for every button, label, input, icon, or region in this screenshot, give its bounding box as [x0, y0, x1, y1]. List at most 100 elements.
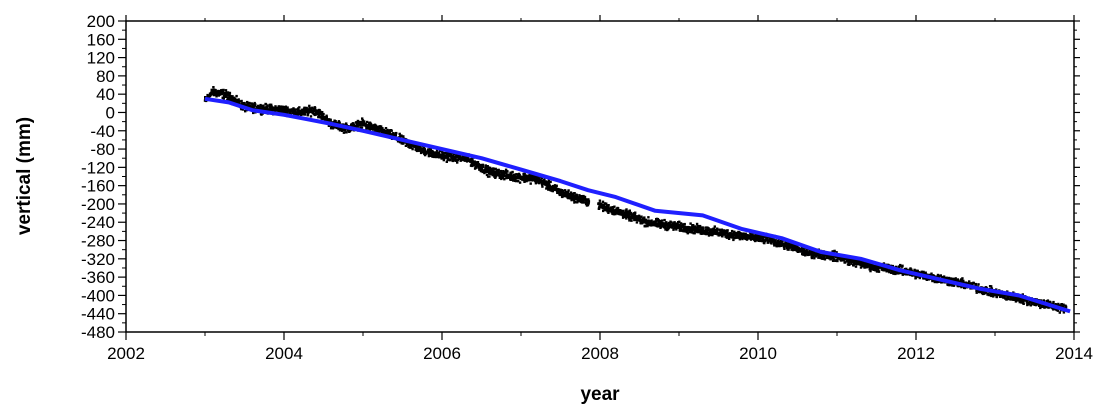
data-point — [434, 155, 438, 159]
data-point — [479, 163, 482, 167]
data-point — [1062, 311, 1066, 314]
data-point — [731, 233, 735, 237]
data-point — [903, 267, 907, 271]
data-point — [894, 265, 898, 269]
data-point — [677, 225, 681, 228]
data-point — [485, 167, 488, 171]
data-point — [284, 105, 288, 108]
data-point — [613, 209, 616, 212]
data-point — [506, 170, 509, 173]
data-point — [977, 283, 980, 286]
data-point — [695, 227, 698, 230]
data-point — [754, 239, 757, 243]
data-point — [990, 287, 994, 290]
data-point — [571, 198, 574, 201]
data-point — [262, 104, 265, 107]
data-point — [772, 238, 775, 241]
data-point — [391, 133, 394, 136]
data-point — [848, 263, 851, 266]
data-point — [991, 292, 994, 296]
data-point — [510, 171, 513, 175]
data-point — [523, 172, 526, 176]
x-tick-label: 2006 — [423, 344, 461, 363]
data-point — [1039, 304, 1042, 307]
data-point — [668, 221, 671, 225]
data-point — [918, 276, 921, 280]
data-point — [471, 164, 474, 168]
data-point — [1057, 302, 1060, 306]
data-point — [332, 126, 335, 129]
data-point — [424, 153, 427, 157]
data-point — [627, 213, 630, 217]
data-point — [499, 170, 503, 173]
data-point — [587, 202, 590, 205]
data-point — [624, 213, 628, 217]
data-point — [611, 206, 615, 209]
data-point — [678, 220, 681, 223]
data-point — [914, 276, 918, 279]
data-point — [633, 218, 636, 222]
data-point — [909, 273, 912, 277]
data-point — [222, 90, 225, 94]
data-point — [868, 262, 871, 266]
data-point — [344, 128, 347, 131]
data-point — [367, 123, 371, 126]
data-point — [306, 113, 310, 116]
data-point — [870, 267, 873, 271]
data-point — [770, 242, 773, 245]
data-point — [611, 212, 614, 215]
data-point — [379, 125, 383, 128]
data-point — [338, 121, 341, 124]
data-point — [305, 106, 308, 110]
data-point — [429, 154, 432, 157]
x-tick-label: 2008 — [581, 344, 619, 363]
data-point — [635, 221, 639, 224]
data-point — [1007, 297, 1010, 301]
data-point — [517, 172, 521, 176]
data-point — [763, 241, 766, 245]
data-point — [344, 131, 347, 134]
data-point — [390, 129, 393, 132]
data-point — [870, 266, 873, 269]
data-point — [690, 227, 693, 230]
data-point — [813, 257, 816, 260]
data-point — [256, 106, 259, 109]
data-point — [682, 227, 686, 231]
data-point — [459, 155, 462, 158]
data-point — [494, 176, 497, 179]
data-point — [322, 112, 325, 116]
data-point — [555, 184, 558, 187]
data-point — [342, 131, 346, 134]
data-point — [400, 142, 403, 145]
data-point — [687, 226, 691, 229]
y-tick-label: -360 — [81, 268, 115, 287]
data-point — [673, 221, 676, 224]
data-point — [423, 148, 427, 152]
data-point — [522, 178, 525, 182]
data-point — [509, 175, 513, 178]
data-point — [952, 284, 956, 287]
data-point — [852, 260, 855, 263]
data-point — [823, 258, 827, 261]
data-point — [492, 168, 495, 171]
data-point — [477, 163, 480, 166]
data-point — [234, 97, 237, 101]
data-point — [327, 124, 331, 127]
data-point — [671, 226, 674, 229]
data-point — [706, 228, 710, 232]
data-point — [894, 272, 897, 276]
data-point — [693, 232, 696, 235]
data-point — [497, 170, 500, 174]
data-point — [711, 232, 714, 235]
data-point — [1039, 306, 1042, 310]
data-point — [435, 149, 439, 152]
data-point — [325, 114, 328, 117]
data-point — [876, 264, 880, 268]
data-point — [704, 226, 707, 229]
data-point — [901, 264, 904, 267]
data-point — [744, 235, 747, 238]
data-point — [628, 219, 631, 222]
data-point — [643, 216, 646, 219]
data-point — [742, 232, 745, 235]
data-point — [774, 239, 777, 242]
